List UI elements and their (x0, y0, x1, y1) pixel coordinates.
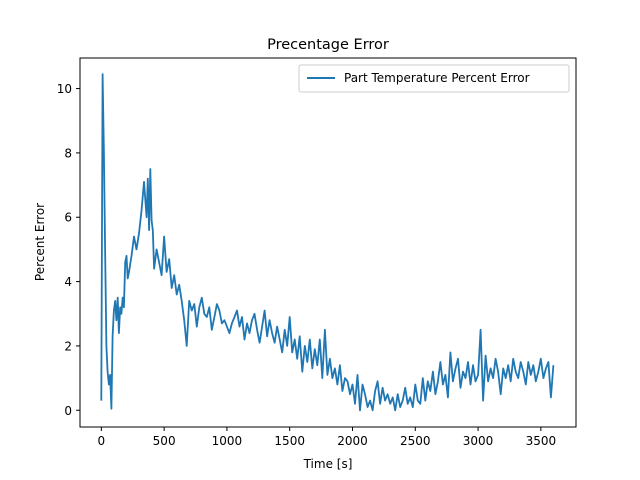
y-tick-label: 4 (64, 275, 72, 289)
x-tick-label: 500 (153, 434, 176, 448)
y-tick-label: 2 (64, 339, 72, 353)
axes-frame (79, 57, 577, 428)
plot-area (100, 73, 555, 412)
x-tick-label: 2000 (337, 434, 368, 448)
x-tick-label: 0 (98, 434, 106, 448)
y-tick-label: 8 (64, 146, 72, 160)
x-tick-label: 3500 (526, 434, 557, 448)
x-tick-label: 1000 (212, 434, 243, 448)
y-tick-label: 6 (64, 211, 72, 225)
y-tick-label: 10 (57, 82, 72, 96)
legend: Part Temperature Percent Error (298, 64, 570, 93)
x-axis: 0 500 1000 1500 2000 2500 3000 3500 (98, 427, 557, 448)
series-line-0 (100, 73, 555, 412)
y-tick-label: 0 (64, 404, 72, 418)
x-tick-label: 2500 (400, 434, 431, 448)
x-tick-label: 3000 (463, 434, 494, 448)
x-tick-label: 1500 (274, 434, 305, 448)
chart-title: Precentage Error (267, 37, 389, 53)
legend-box (298, 64, 570, 93)
x-axis-label: Time [s] (303, 457, 353, 471)
y-axis: 0 2 4 6 8 10 (57, 82, 80, 418)
y-axis-label: Percent Error (33, 203, 47, 281)
legend-label-part-temperature: Part Temperature Percent Error (344, 71, 530, 85)
